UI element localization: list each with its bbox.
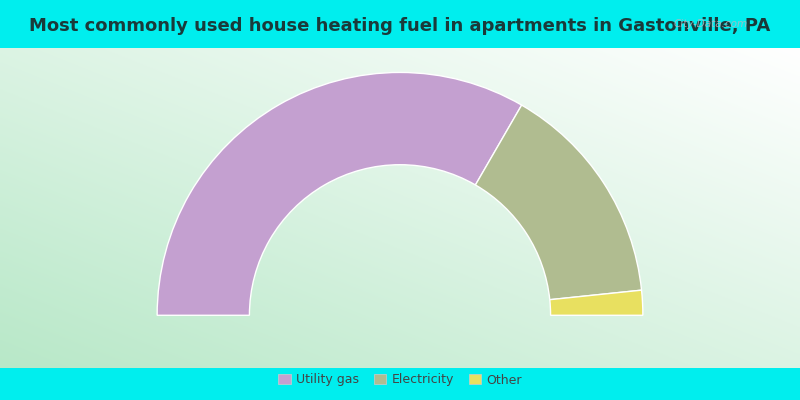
Wedge shape <box>550 290 643 315</box>
Wedge shape <box>157 72 522 315</box>
Legend: Utility gas, Electricity, Other: Utility gas, Electricity, Other <box>274 368 526 392</box>
Wedge shape <box>475 105 642 300</box>
Text: Most commonly used house heating fuel in apartments in Gastonville, PA: Most commonly used house heating fuel in… <box>30 17 770 35</box>
Text: City-Data.com: City-Data.com <box>673 19 747 29</box>
